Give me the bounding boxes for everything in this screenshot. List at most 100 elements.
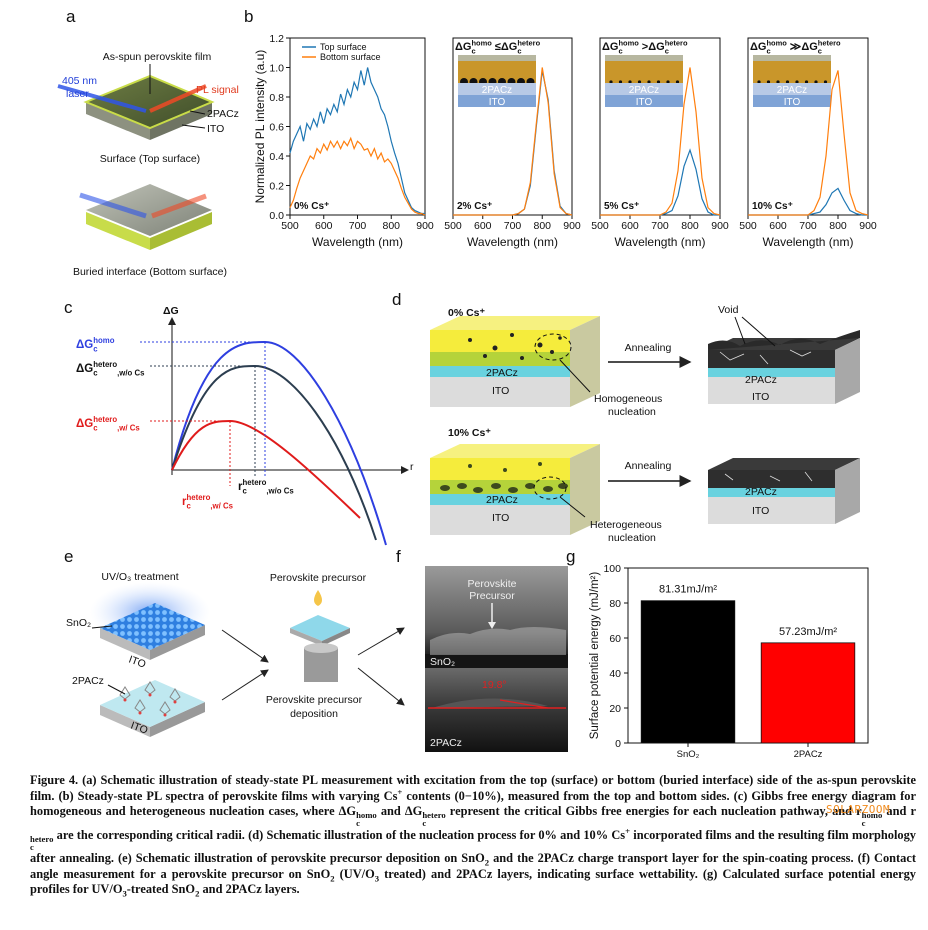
row-1 [430, 444, 860, 535]
annotation: 10% Cs⁺ [752, 201, 793, 212]
legend-label: Bottom surface [320, 52, 381, 62]
text-part: > [642, 41, 648, 53]
film [708, 350, 835, 368]
layer-label: 2PACz [745, 374, 777, 386]
pacz-top [100, 680, 205, 727]
block [570, 444, 600, 535]
text-part: r [182, 496, 187, 508]
annotation: 0% Cs⁺ [294, 201, 329, 212]
leader [181, 124, 206, 129]
x-tick-label: 600 [769, 220, 787, 232]
panel-title: ΔGchomo ≫ΔGchetero [750, 38, 841, 55]
text-part: c [517, 46, 521, 55]
energy-label: ΔGchetero,w/o Cs [76, 360, 145, 377]
text-part: c [186, 501, 191, 510]
label: ITO [127, 654, 147, 671]
y-tick-label: 60 [609, 633, 621, 645]
leader [559, 359, 591, 393]
energy-label: ΔGchomo [76, 336, 115, 353]
inset-nucleus [804, 80, 809, 84]
watermark: SOLARZOOM [826, 803, 891, 816]
slab-side [150, 102, 212, 140]
y-tick-label: 0 [615, 738, 621, 750]
layer [708, 377, 835, 404]
label: 19.8° [482, 679, 507, 691]
caption-text: incorporated films and the resulting fil… [30, 827, 916, 866]
slab-side [100, 628, 150, 660]
curve [171, 419, 361, 519]
block [570, 316, 600, 407]
caption-text: homo c [356, 811, 377, 828]
text-part: r [238, 481, 243, 493]
text-part: c [818, 46, 822, 55]
axis-label: r [410, 461, 414, 473]
panel-e: UV/O₃ treatment SnO₂ ITO 2PACz ITO Perov… [66, 571, 405, 737]
caption-text: 2 [195, 888, 200, 899]
leader [559, 496, 586, 518]
y-tick-label: 0.0 [269, 210, 284, 222]
text-part: ΔG [501, 41, 517, 53]
y-tick-label: 1.0 [269, 63, 284, 75]
substrate [290, 615, 350, 641]
text-part: ΔG [750, 41, 766, 53]
block [430, 330, 570, 352]
label: Perovskite precursor [266, 694, 363, 706]
y-tick-label: 0.6 [269, 122, 284, 134]
inset-nucleus [628, 80, 632, 84]
label: SnO₂ [430, 656, 455, 668]
y-tick-label: 0.8 [269, 92, 284, 104]
x-tick-label: 800 [681, 220, 699, 232]
text-part: ΔG [801, 41, 817, 53]
caption-text: + [625, 825, 631, 836]
x-tick-label: 600 [474, 220, 492, 232]
text-part: ,w/o Cs [117, 368, 145, 377]
text-part: hetero [186, 493, 210, 502]
text-part: hetero [665, 38, 688, 47]
drop [432, 698, 548, 708]
y-axis-label: Surface potential energy (mJ/m²) [589, 572, 601, 740]
caption-text: and ΔG [376, 804, 423, 819]
text-part: hetero [242, 478, 266, 487]
block [430, 444, 600, 458]
text-part: ,w/o Cs [266, 486, 294, 495]
y-tick-label: 100 [603, 563, 621, 575]
caption-text: hetero c [30, 833, 54, 851]
caption-text: c [356, 818, 360, 829]
caption-text: homo [861, 810, 883, 821]
y-tick-label: 0.2 [269, 181, 284, 193]
label: Perovskite precursor [270, 572, 367, 584]
series-line [289, 136, 426, 216]
film [708, 330, 860, 350]
panel-f: Perovskite Precursor SnO₂ 19.8° 2PACz [425, 566, 568, 752]
panel-label: e [64, 547, 73, 566]
x-tick-label: 900 [711, 220, 729, 232]
inset-label: ITO [636, 97, 653, 108]
value-label: 81.31mJ/m² [659, 584, 717, 596]
substrate [290, 628, 322, 646]
arrow [357, 667, 405, 706]
x-axis-label: Wavelength (nm) [467, 235, 558, 249]
caption-text: hetero [30, 833, 54, 844]
text-part: ΔG [76, 418, 93, 430]
leader [741, 316, 776, 347]
text-part: ≤ [495, 41, 501, 53]
x-tick-label: 700 [799, 220, 817, 232]
block [430, 316, 600, 330]
y-axis-label: Normalized PL intensity (a.u) [253, 50, 267, 204]
text-part: ΔG [76, 363, 93, 375]
inset-label: 2PACz [482, 85, 512, 96]
block [430, 377, 570, 407]
inset-label: ITO [489, 97, 506, 108]
annotation: 2% Cs⁺ [457, 201, 492, 212]
layer-label: ITO [492, 512, 509, 524]
inset-nucleus [647, 80, 651, 84]
droplet [314, 590, 322, 606]
inset-nucleus [666, 80, 670, 84]
molecules [123, 693, 177, 717]
slab-side [86, 212, 150, 250]
inset-layer [753, 83, 831, 95]
highlight [534, 333, 572, 361]
panel-title: ΔGchomo ≤ΔGchetero [455, 38, 541, 55]
text-part: homo [766, 38, 787, 47]
